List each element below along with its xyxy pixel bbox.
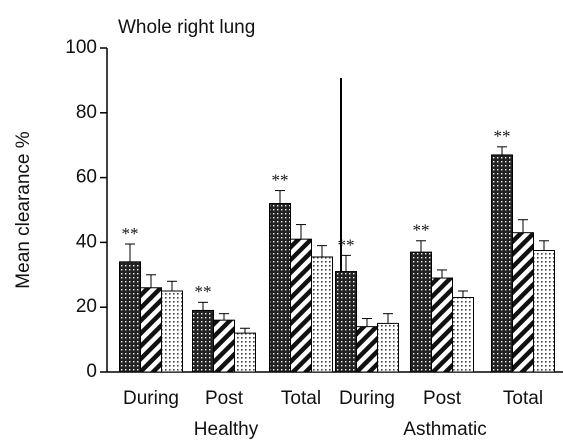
significance-marker: ** (494, 127, 511, 146)
bar (512, 232, 534, 373)
x-tick-label: Post (423, 388, 462, 409)
bar (290, 238, 312, 373)
bar (119, 261, 141, 373)
bar (533, 250, 555, 373)
significance-marker: ** (272, 170, 289, 189)
y-tick-label: 40 (76, 231, 97, 252)
bar (431, 277, 453, 373)
y-tick-label: 20 (76, 296, 97, 317)
bar (377, 322, 399, 373)
group-label: Healthy (194, 419, 259, 440)
x-tick-label: During (123, 388, 179, 409)
y-tick-label: 0 (86, 361, 97, 382)
bar (335, 271, 357, 373)
bar (311, 256, 333, 373)
bar (213, 319, 235, 373)
bar (491, 154, 513, 373)
significance-marker: ** (338, 235, 355, 254)
y-tick-label: 100 (65, 37, 97, 58)
y-tick-label: 60 (76, 167, 97, 188)
bar (192, 309, 214, 373)
bar (452, 296, 474, 373)
significance-marker: ** (413, 221, 430, 240)
x-tick-label: Post (205, 388, 244, 409)
y-tick-label: 80 (76, 102, 97, 123)
group-label: Asthmatic (403, 419, 486, 440)
bar (356, 326, 378, 373)
bar (161, 290, 183, 373)
bar (140, 287, 162, 373)
x-tick-label: Total (503, 388, 543, 409)
y-axis-label: Mean clearance % (13, 131, 34, 288)
x-tick-label: During (339, 388, 395, 409)
significance-marker: ** (195, 282, 212, 301)
x-tick-label: Total (281, 388, 321, 409)
chart-title: Whole right lung (118, 17, 255, 38)
bar (410, 251, 432, 373)
bar (269, 203, 291, 373)
bar (234, 332, 256, 373)
significance-marker: ** (122, 224, 139, 243)
